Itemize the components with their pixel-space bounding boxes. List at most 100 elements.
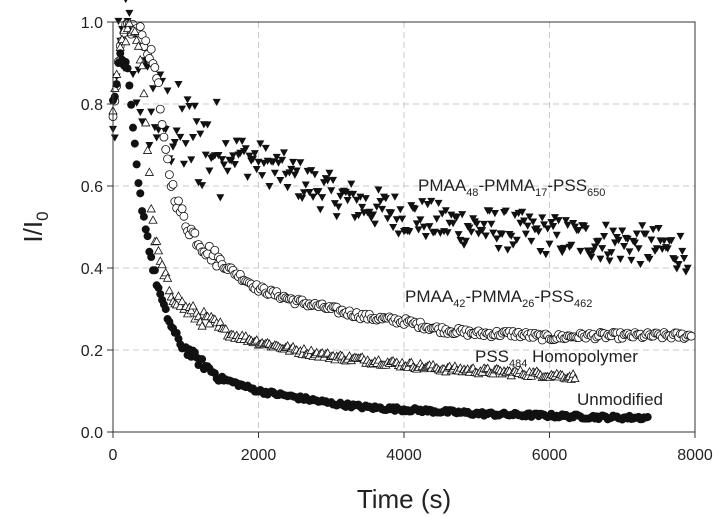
series-1-point: [534, 228, 543, 236]
series-markers: [108, 0, 696, 424]
series-1-point: [352, 196, 361, 204]
series-1-point: [298, 194, 307, 202]
y-tick-label: 0.2: [81, 343, 103, 360]
series-1-point: [381, 195, 390, 203]
series-1-point: [538, 214, 547, 222]
series-1-point: [552, 231, 561, 239]
series-3-point: [221, 324, 231, 333]
series-1-point: [361, 195, 370, 203]
series-3-point: [173, 291, 184, 300]
series-1-point: [372, 203, 381, 211]
series-1-point: [185, 102, 194, 111]
series-3-point: [137, 60, 147, 70]
y-tick-label: 0.6: [81, 179, 103, 196]
series-2-point: [157, 120, 167, 129]
series-1-point: [325, 169, 334, 177]
series-1-point: [163, 87, 172, 95]
series-1-point: [394, 230, 403, 238]
series-1-point: [114, 17, 123, 26]
series-1-point: [136, 108, 145, 117]
series-1-point: [256, 140, 265, 148]
series-1-point: [390, 193, 399, 201]
series-1-point: [647, 236, 656, 244]
x-tick-label: 2000: [241, 447, 277, 464]
series-1-point: [610, 239, 619, 247]
series-2-point: [141, 36, 151, 46]
series-1-point: [398, 215, 407, 223]
series-1-point: [241, 145, 250, 153]
series-1-point: [156, 71, 165, 79]
series-4-point: [150, 266, 159, 275]
series-1-point: [630, 239, 639, 247]
series-2-point: [161, 145, 171, 154]
series-1-point: [149, 85, 158, 93]
series-1-point: [620, 242, 629, 251]
series-1-point: [461, 237, 470, 245]
series-1-point: [490, 210, 499, 218]
series-4-point: [154, 283, 163, 292]
series-labels: PMAA48-PMMA17-PSS650 PMAA42-PMMA26-PSS462…: [405, 176, 663, 409]
series-1-point: [541, 251, 550, 259]
series-1-point: [480, 220, 489, 229]
series-4-point: [143, 232, 152, 241]
series-1-point: [627, 256, 636, 265]
series-1-point: [501, 207, 510, 215]
series-1-point: [341, 188, 350, 197]
series-1-point: [214, 151, 223, 160]
series-1-point: [305, 188, 314, 197]
series-1-point: [327, 187, 336, 195]
series-1-point: [607, 249, 616, 257]
series-1-point: [478, 227, 487, 235]
series-3-point: [111, 69, 122, 78]
series-1-point: [652, 245, 661, 253]
series-1-point: [609, 227, 618, 235]
series-1-point: [276, 176, 285, 185]
series-1-point: [434, 199, 443, 208]
series-3-point: [151, 236, 162, 245]
series-1-point: [189, 134, 198, 142]
series-1-point: [309, 193, 318, 201]
series-1-point: [418, 198, 427, 206]
series-1-point: [421, 233, 430, 241]
series-1-point: [454, 231, 463, 239]
series-1-point: [420, 223, 429, 231]
series-1-point: [503, 246, 512, 254]
series-1-point: [365, 208, 374, 216]
series-label-4: Unmodified: [577, 390, 663, 409]
series-1-point: [243, 173, 252, 181]
series-1-point: [369, 211, 378, 219]
series-4-point: [110, 92, 119, 101]
series-3-point: [215, 317, 225, 326]
series-1-point: [329, 176, 338, 185]
series-1-point: [670, 256, 679, 264]
series-1-point: [292, 167, 301, 175]
series-1-point: [314, 188, 323, 196]
series-1-point: [581, 225, 590, 233]
series-1-point: [601, 221, 610, 229]
series-3-point: [162, 273, 173, 282]
series-1-point: [498, 230, 507, 239]
series-1-point: [667, 237, 676, 245]
series-1-point: [152, 134, 161, 142]
series-1-point: [272, 153, 281, 162]
series-1-point: [323, 177, 332, 185]
series-1-point: [181, 140, 190, 148]
series-3-point: [146, 203, 156, 213]
series-1-point: [376, 197, 385, 206]
series-1-point: [536, 247, 545, 256]
series-3-point: [131, 35, 142, 44]
series-3-point: [164, 285, 175, 295]
series-1-point: [412, 220, 421, 228]
series-1-point: [347, 180, 356, 188]
series-1-point: [392, 216, 401, 224]
series-1-point: [129, 70, 138, 79]
series-1-point: [261, 144, 270, 153]
series-1-point: [654, 224, 663, 233]
series-2-point: [164, 170, 174, 180]
series-3-point: [188, 300, 198, 310]
series-3-point: [204, 318, 215, 328]
series-1-point: [232, 137, 241, 145]
series-1-point: [238, 137, 247, 145]
series-3-point: [157, 259, 167, 269]
series-1-point: [349, 190, 358, 199]
